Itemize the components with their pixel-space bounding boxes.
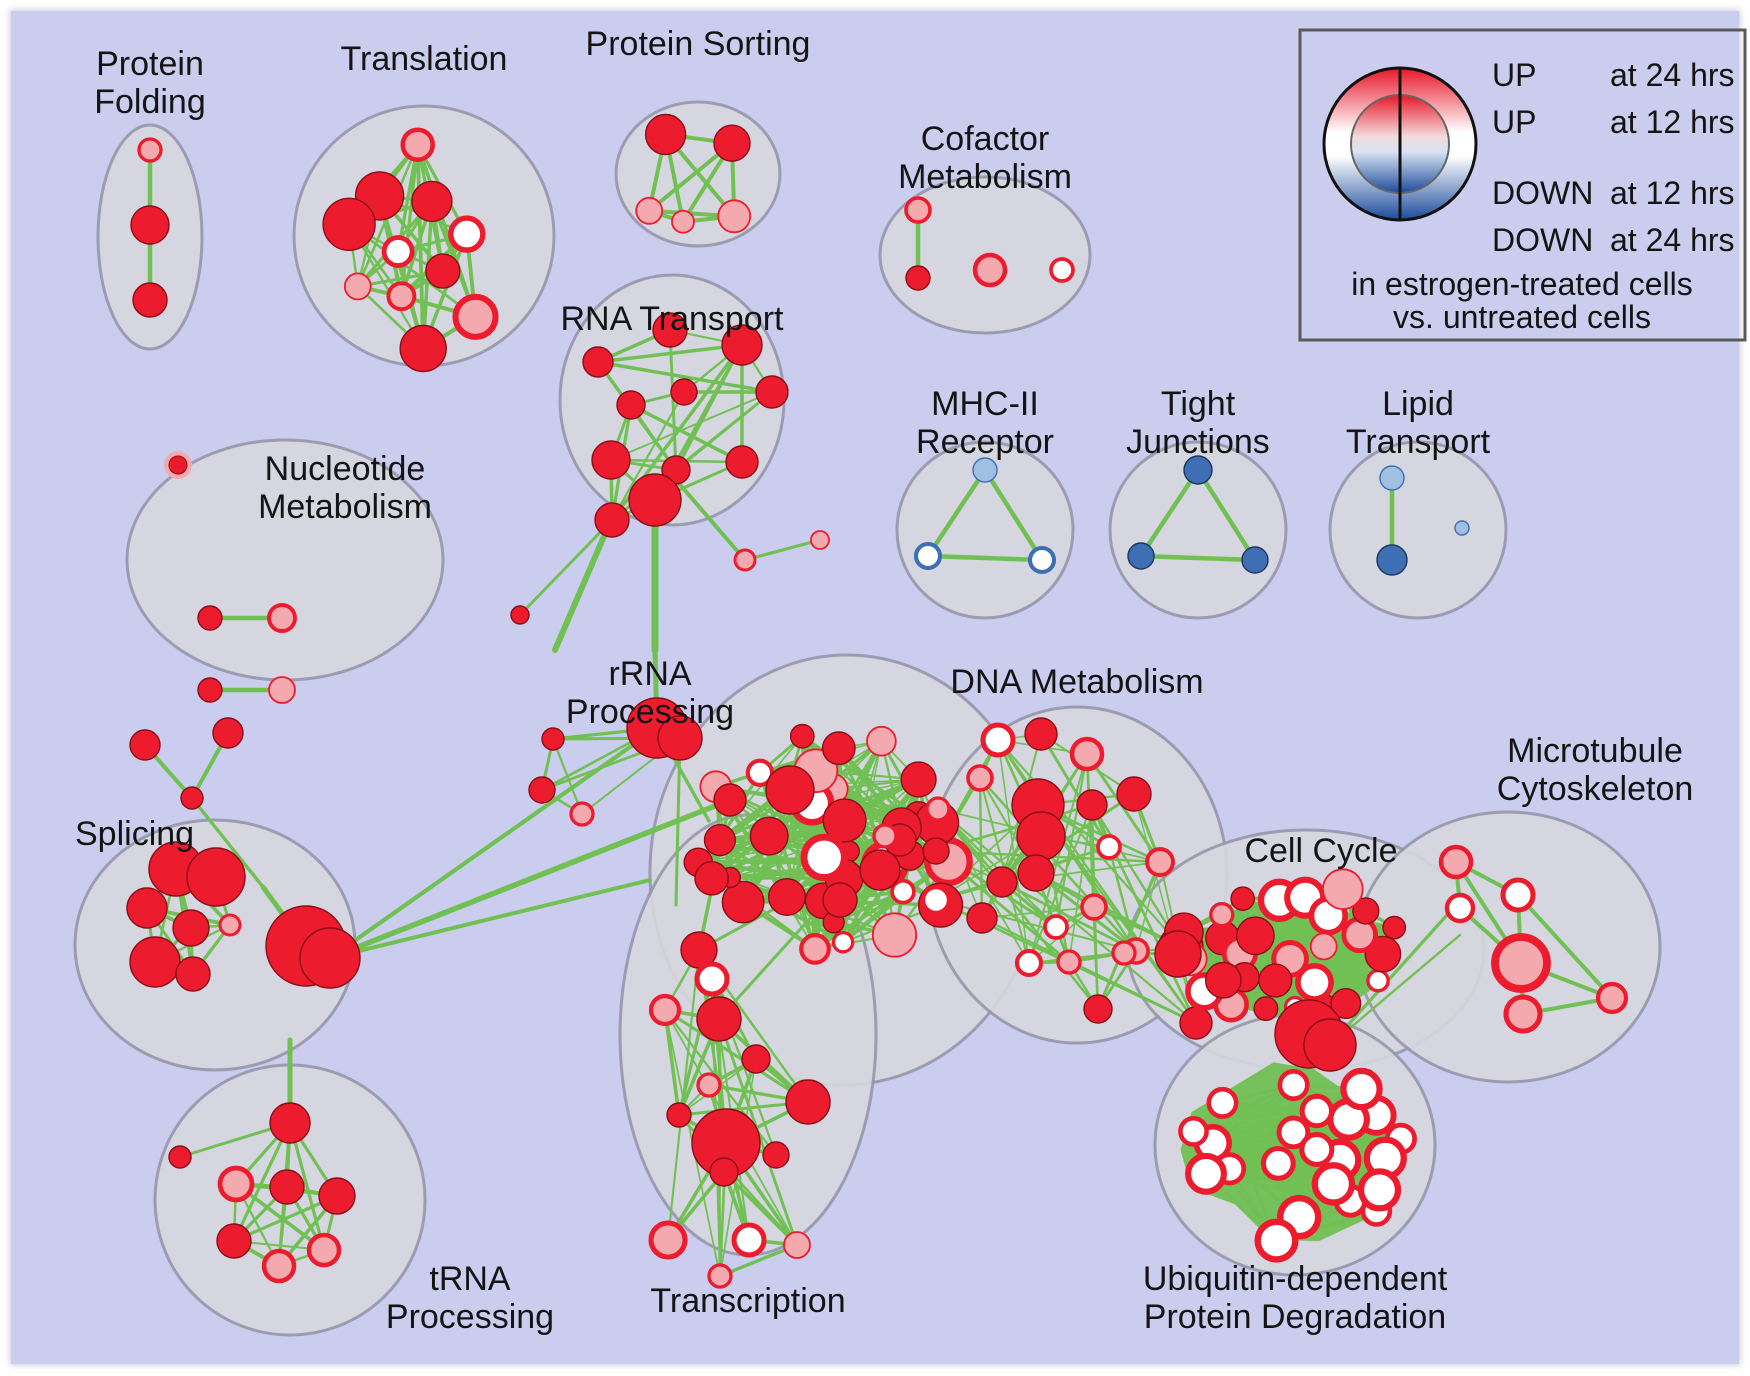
svg-text:DOWN: DOWN: [1492, 222, 1593, 258]
svg-text:UP: UP: [1492, 104, 1536, 140]
svg-text:at 24 hrs: at 24 hrs: [1610, 57, 1735, 93]
svg-text:DNA Metabolism: DNA Metabolism: [950, 663, 1203, 701]
svg-text:Transcription: Transcription: [650, 1282, 845, 1320]
svg-text:Cofactor: Cofactor: [921, 120, 1050, 158]
svg-text:tRNA: tRNA: [429, 1260, 511, 1298]
svg-text:at 24 hrs: at 24 hrs: [1610, 222, 1735, 258]
svg-text:Metabolism: Metabolism: [258, 488, 432, 526]
svg-text:Transport: Transport: [1346, 423, 1491, 461]
svg-text:Folding: Folding: [94, 83, 206, 121]
svg-text:Protein Sorting: Protein Sorting: [586, 25, 811, 63]
svg-text:DOWN: DOWN: [1492, 175, 1593, 211]
svg-text:Cell Cycle: Cell Cycle: [1244, 832, 1397, 870]
svg-text:Junctions: Junctions: [1126, 423, 1270, 461]
svg-text:Splicing: Splicing: [75, 815, 194, 853]
svg-text:Protein: Protein: [96, 45, 204, 83]
svg-text:in estrogen-treated cells: in estrogen-treated cells: [1351, 266, 1693, 302]
svg-text:Translation: Translation: [341, 40, 508, 78]
svg-text:Ubiquitin-dependent: Ubiquitin-dependent: [1143, 1260, 1448, 1298]
svg-text:Processing: Processing: [386, 1298, 554, 1336]
svg-text:Microtubule: Microtubule: [1507, 732, 1683, 770]
svg-text:MHC-II: MHC-II: [931, 385, 1039, 423]
svg-text:Tight: Tight: [1161, 385, 1236, 423]
svg-text:rRNA: rRNA: [608, 655, 691, 693]
svg-text:Metabolism: Metabolism: [898, 158, 1072, 196]
svg-text:vs. untreated cells: vs. untreated cells: [1393, 299, 1651, 335]
svg-text:at 12 hrs: at 12 hrs: [1610, 104, 1735, 140]
svg-text:RNA Transport: RNA Transport: [561, 300, 785, 338]
svg-text:Lipid: Lipid: [1382, 385, 1454, 423]
svg-text:Cytoskeleton: Cytoskeleton: [1497, 770, 1694, 808]
svg-text:Processing: Processing: [566, 693, 734, 731]
svg-text:Receptor: Receptor: [916, 423, 1054, 461]
svg-text:Nucleotide: Nucleotide: [265, 450, 426, 488]
svg-text:UP: UP: [1492, 57, 1536, 93]
svg-text:at 12 hrs: at 12 hrs: [1610, 175, 1735, 211]
svg-text:Protein Degradation: Protein Degradation: [1144, 1298, 1446, 1336]
